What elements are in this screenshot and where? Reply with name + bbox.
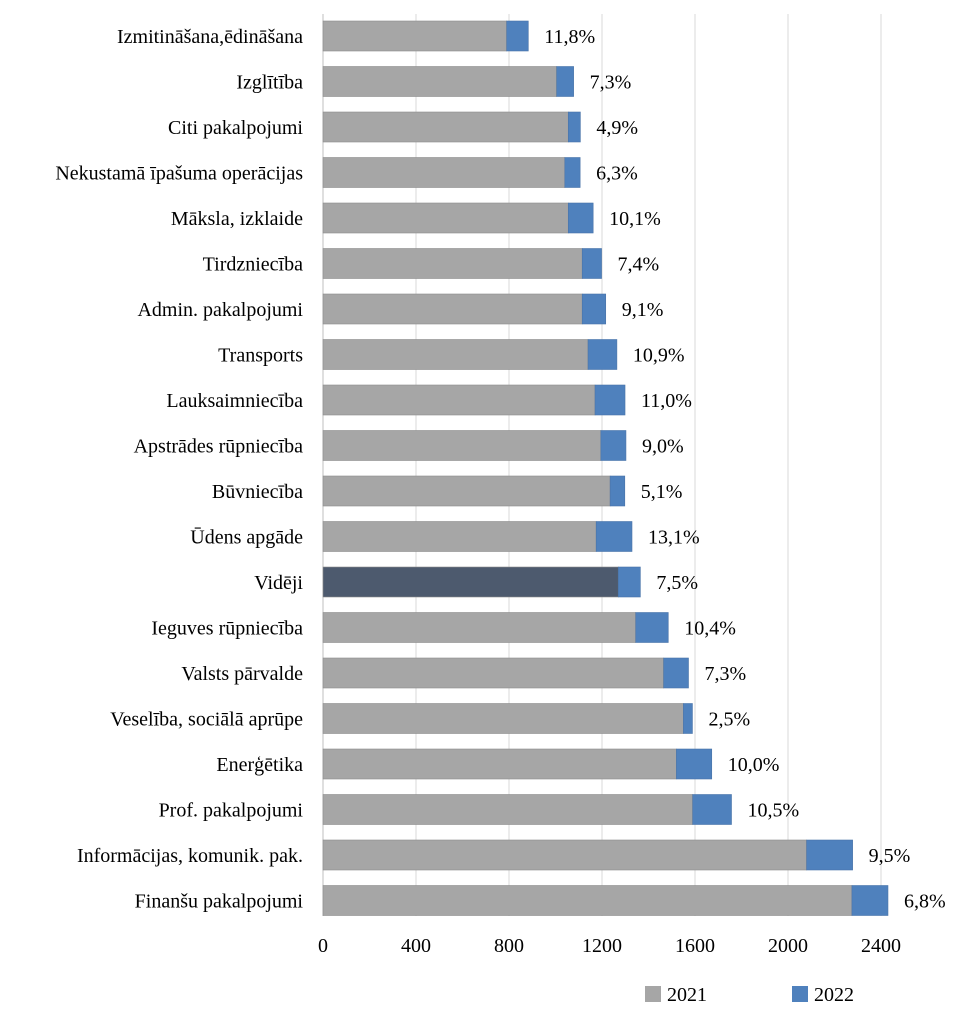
bar-2022-increment bbox=[595, 521, 633, 552]
category-label: Ieguves rūpniecība bbox=[151, 618, 303, 640]
bar-2021 bbox=[322, 339, 589, 370]
bar-2021 bbox=[322, 566, 619, 598]
legend-label-2021: 2021 bbox=[667, 984, 707, 1006]
bar-2022-increment bbox=[581, 248, 602, 279]
category-label: Ūdens apgāde bbox=[190, 527, 303, 549]
category-label: Admin. pakalpojumi bbox=[137, 299, 303, 321]
bar-2021 bbox=[322, 885, 853, 916]
data-label: 10,4% bbox=[684, 618, 736, 640]
x-axis-ticks: 0 400 800 1200 1600 2000 2400 bbox=[318, 935, 901, 957]
bar-2022-increment bbox=[635, 612, 669, 643]
bar-2022-increment bbox=[851, 885, 889, 916]
bar-2022-increment bbox=[587, 339, 618, 370]
bar-2021 bbox=[322, 293, 583, 325]
category-label: Būvniecība bbox=[212, 481, 303, 503]
bar-2021 bbox=[322, 521, 597, 552]
category-label: Prof. pakalpojumi bbox=[159, 800, 304, 822]
bar-2021 bbox=[322, 430, 602, 461]
category-label: Māksla, izklaide bbox=[171, 208, 303, 230]
data-label: 9,1% bbox=[622, 299, 664, 321]
data-label: 10,1% bbox=[609, 208, 661, 230]
category-label: Izmitināšana,ēdināšana bbox=[117, 26, 303, 48]
bar-2022-increment bbox=[600, 430, 627, 461]
bar-2021 bbox=[322, 657, 664, 689]
category-labels: Izmitināšana,ēdināšana Izglītība Citi paka… bbox=[55, 26, 303, 913]
x-tick-label: 800 bbox=[494, 935, 524, 957]
bar-2022-increment bbox=[683, 703, 693, 734]
x-tick-label: 1200 bbox=[582, 935, 622, 957]
bar-2022-increment bbox=[567, 111, 581, 143]
bar-2022-increment bbox=[556, 66, 574, 97]
data-label: 6,3% bbox=[596, 163, 638, 185]
bar-2021 bbox=[322, 612, 637, 643]
x-tick-label: 2400 bbox=[861, 935, 901, 957]
bar-2022-increment bbox=[617, 566, 641, 598]
category-label: Izglītība bbox=[236, 72, 303, 94]
category-label: Lauksaimniecība bbox=[166, 390, 303, 412]
legend: 2021 2022 bbox=[645, 984, 854, 1006]
category-label: Nekustamā īpašuma operācijas bbox=[55, 163, 303, 185]
bar-2021 bbox=[322, 157, 566, 188]
bar-2021 bbox=[322, 111, 569, 143]
bar-2022-increment bbox=[692, 794, 732, 825]
category-label: Enerģētika bbox=[216, 754, 303, 776]
x-tick-label: 0 bbox=[318, 935, 328, 957]
bar-2022-increment bbox=[567, 202, 594, 234]
bar-2021 bbox=[322, 748, 677, 780]
bar-2021 bbox=[322, 794, 693, 825]
category-label: Citi pakalpojumi bbox=[168, 117, 303, 139]
bar-2021 bbox=[322, 202, 569, 234]
data-label: 6,8% bbox=[904, 891, 946, 913]
legend-label-2022: 2022 bbox=[814, 984, 854, 1006]
data-label: 7,3% bbox=[590, 72, 632, 94]
bar-2022-increment bbox=[676, 748, 713, 780]
data-label: 11,8% bbox=[544, 26, 595, 48]
x-tick-label: 1600 bbox=[675, 935, 715, 957]
data-label: 11,0% bbox=[641, 390, 692, 412]
data-label: 9,0% bbox=[642, 436, 684, 458]
bar-2021 bbox=[322, 66, 557, 97]
data-labels: 11,8% 7,3% 4,9% 6,3% 10,1% 7,4% 9,1% 10,9% 11,0%… bbox=[544, 26, 945, 913]
category-label: Valsts pārvalde bbox=[181, 663, 303, 685]
bar-2021 bbox=[322, 20, 507, 52]
bar-2022-increment bbox=[564, 157, 581, 188]
x-tick-label: 400 bbox=[401, 935, 431, 957]
bar-2022-increment bbox=[663, 657, 689, 689]
category-label: Informācijas, komunik. pak. bbox=[77, 845, 303, 867]
bar-2022-increment bbox=[806, 839, 853, 871]
data-label: 10,5% bbox=[748, 800, 800, 822]
category-label: Transports bbox=[218, 345, 303, 367]
data-label: 2,5% bbox=[708, 709, 750, 731]
bar-2022-increment bbox=[506, 20, 529, 52]
legend-swatch-2022 bbox=[792, 986, 808, 1002]
category-label: Apstrādes rūpniecība bbox=[134, 436, 304, 458]
data-label: 4,9% bbox=[596, 117, 638, 139]
bar-2022-increment bbox=[581, 293, 607, 325]
data-label: 9,5% bbox=[869, 845, 911, 867]
bars bbox=[322, 20, 889, 916]
category-label: Veselība, sociālā aprūpe bbox=[110, 709, 303, 731]
bar-2022-increment bbox=[594, 384, 626, 416]
category-label: Tirdzniecība bbox=[203, 254, 303, 276]
data-label: 5,1% bbox=[641, 481, 683, 503]
bar-2021 bbox=[322, 703, 684, 734]
bar-2022-increment bbox=[609, 475, 626, 507]
bar-2021 bbox=[322, 384, 596, 416]
data-label: 7,5% bbox=[656, 572, 698, 594]
data-label: 7,3% bbox=[704, 663, 746, 685]
data-label: 10,0% bbox=[728, 754, 780, 776]
category-label: Vidēji bbox=[254, 572, 303, 594]
gridlines bbox=[322, 14, 882, 916]
bar-2021 bbox=[322, 839, 807, 871]
category-label: Finanšu pakalpojumi bbox=[135, 891, 304, 913]
data-label: 13,1% bbox=[648, 527, 700, 549]
legend-swatch-2021 bbox=[645, 986, 661, 1002]
bar-2021 bbox=[322, 475, 611, 507]
data-label: 7,4% bbox=[618, 254, 660, 276]
data-label: 10,9% bbox=[633, 345, 685, 367]
x-tick-label: 2000 bbox=[768, 935, 808, 957]
bar-2021 bbox=[322, 248, 583, 279]
